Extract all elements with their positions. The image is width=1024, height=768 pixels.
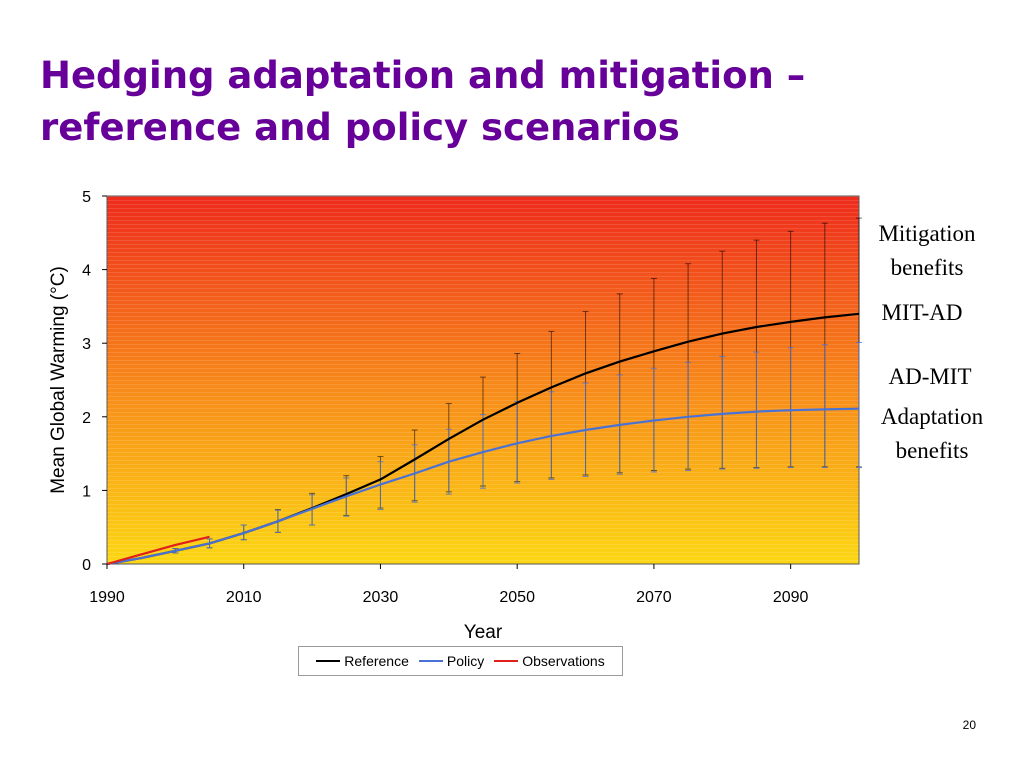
x-tick-label: 2030 — [363, 589, 399, 606]
y-tick-label: 1 — [82, 483, 91, 500]
legend-label: Observations — [522, 653, 605, 669]
y-tick-label: 3 — [82, 336, 91, 353]
legend-item-reference: Reference — [316, 653, 409, 669]
legend-swatch — [418, 660, 443, 662]
series-line-observations — [106, 535, 210, 566]
errorbar-policy — [719, 355, 726, 470]
series-line-policy — [106, 407, 860, 566]
legend-item-policy: Policy — [418, 653, 485, 669]
adaptation-benefits-label: Adaptation benefits — [880, 404, 984, 463]
legend-swatch — [316, 660, 341, 662]
mitigation-benefits-label: Mitigation benefits — [878, 221, 976, 280]
slide-title-line2: reference and policy scenarios — [40, 106, 680, 149]
errorbar-policy — [856, 341, 862, 469]
legend-swatch — [494, 660, 519, 662]
errorbar-policy — [753, 351, 760, 469]
x-tick-label: 2070 — [636, 589, 672, 606]
y-tick-label: 5 — [82, 189, 91, 206]
chart-legend: Reference Policy Observations — [298, 646, 623, 676]
legend-label: Policy — [446, 653, 485, 669]
x-tick-label: 2010 — [226, 589, 262, 606]
slide-title: Hedging adaptation and mitigation – refe… — [40, 50, 1000, 154]
slide-title-line1: Hedging adaptation and mitigation – — [40, 54, 806, 97]
legend-item-observations: Observations — [494, 653, 605, 669]
page-number: 20 — [962, 718, 976, 732]
y-tick-label: 0 — [82, 557, 91, 574]
y-axis-label: Mean Global Warming (°C) — [48, 266, 69, 494]
errorbar-policy — [787, 347, 794, 469]
mit-ad-label: MIT-AD — [881, 300, 963, 325]
errorbar-policy — [821, 344, 828, 469]
ad-mit-label: AD-MIT — [888, 364, 972, 389]
y-tick-label: 4 — [82, 263, 91, 280]
x-tick-label: 2090 — [773, 589, 809, 606]
legend-label: Reference — [344, 653, 409, 669]
x-axis-label: Year — [464, 622, 503, 643]
x-tick-label: 2050 — [499, 589, 535, 606]
x-tick-label: 1990 — [89, 589, 125, 606]
y-tick-label: 2 — [82, 410, 91, 427]
